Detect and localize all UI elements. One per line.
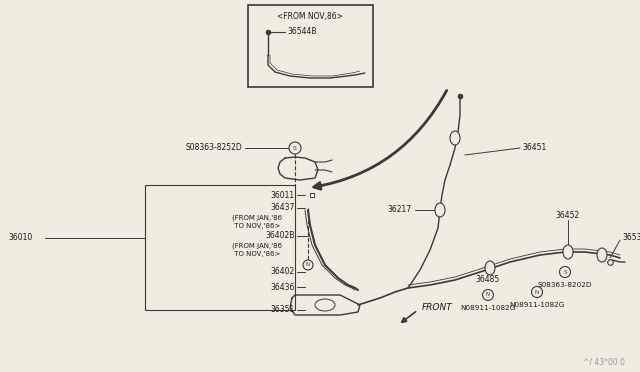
Ellipse shape	[485, 261, 495, 275]
Text: N: N	[306, 263, 310, 267]
Ellipse shape	[563, 245, 573, 259]
Text: 36217: 36217	[388, 205, 412, 215]
Circle shape	[289, 142, 301, 154]
Circle shape	[559, 266, 570, 278]
Text: (FROM JAN,'86: (FROM JAN,'86	[232, 215, 282, 221]
Text: TO NOV,'86>: TO NOV,'86>	[232, 251, 280, 257]
Text: S08363-8252D: S08363-8252D	[185, 144, 242, 153]
Text: 36402B: 36402B	[266, 231, 295, 241]
Text: 36452: 36452	[556, 211, 580, 219]
Ellipse shape	[315, 299, 335, 311]
Text: TO NOV,'86>: TO NOV,'86>	[232, 223, 280, 229]
Ellipse shape	[597, 248, 607, 262]
FancyBboxPatch shape	[248, 5, 373, 87]
Text: (FROM JAN,'86: (FROM JAN,'86	[232, 243, 282, 249]
Text: S08363-8202D: S08363-8202D	[538, 282, 592, 288]
FancyBboxPatch shape	[145, 185, 295, 310]
Circle shape	[531, 286, 543, 298]
Text: 36544B: 36544B	[287, 28, 317, 36]
Text: 36351: 36351	[271, 305, 295, 314]
Text: 36402: 36402	[271, 267, 295, 276]
Text: 36011: 36011	[271, 190, 295, 199]
Text: N: N	[535, 289, 539, 295]
Text: 36485: 36485	[476, 276, 500, 285]
Text: N: N	[486, 292, 490, 298]
Text: <FROM NOV,86>: <FROM NOV,86>	[277, 12, 343, 20]
Text: 36534: 36534	[622, 234, 640, 243]
Text: N08911-1082G: N08911-1082G	[460, 305, 516, 311]
Text: ^/ 43*00 0: ^/ 43*00 0	[583, 357, 625, 366]
Text: 36451: 36451	[522, 144, 547, 153]
Text: 36010: 36010	[8, 234, 32, 243]
Text: FRONT: FRONT	[422, 304, 452, 312]
Ellipse shape	[450, 131, 460, 145]
Text: S: S	[563, 269, 567, 275]
Circle shape	[303, 260, 313, 270]
Text: 36437: 36437	[271, 203, 295, 212]
Text: N08911-1082G: N08911-1082G	[509, 302, 564, 308]
Text: S: S	[293, 145, 297, 151]
Circle shape	[483, 289, 493, 301]
Text: 36436: 36436	[271, 282, 295, 292]
Ellipse shape	[435, 203, 445, 217]
